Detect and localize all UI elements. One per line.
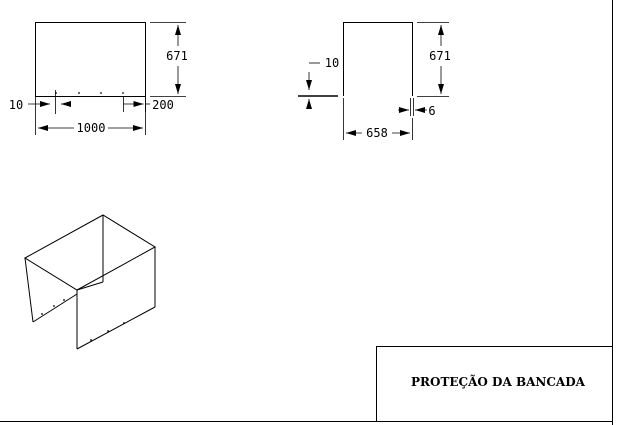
isometric-view (24, 214, 156, 350)
front-left-offset-dimension (28, 90, 71, 114)
side-offset-10-label: 10 (325, 56, 339, 70)
front-height-label: 671 (166, 49, 188, 63)
side-offset-6-label: 6 (428, 104, 435, 118)
drawing-title: PROTEÇÃO DA BANCADA (411, 374, 586, 389)
front-view-outline (35, 22, 146, 97)
side-height-label: 671 (429, 49, 451, 63)
front-right-offset-dimension (123, 97, 150, 112)
side-offset-10-dimension (298, 62, 338, 109)
front-view: 671 10 200 1000 (9, 22, 188, 135)
front-left-offset-label: 10 (9, 98, 23, 112)
side-offset-6-dimension (398, 98, 427, 116)
side-view: 671 10 6 658 (298, 22, 451, 140)
side-view-outline (343, 22, 413, 96)
front-right-offset-label: 200 (152, 98, 174, 112)
front-width-label: 1000 (77, 121, 106, 135)
iso-hole-marks (41, 299, 125, 341)
hole-marks (55, 92, 124, 94)
title-block: PROTEÇÃO DA BANCADA (376, 346, 613, 421)
side-width-label: 658 (366, 126, 388, 140)
